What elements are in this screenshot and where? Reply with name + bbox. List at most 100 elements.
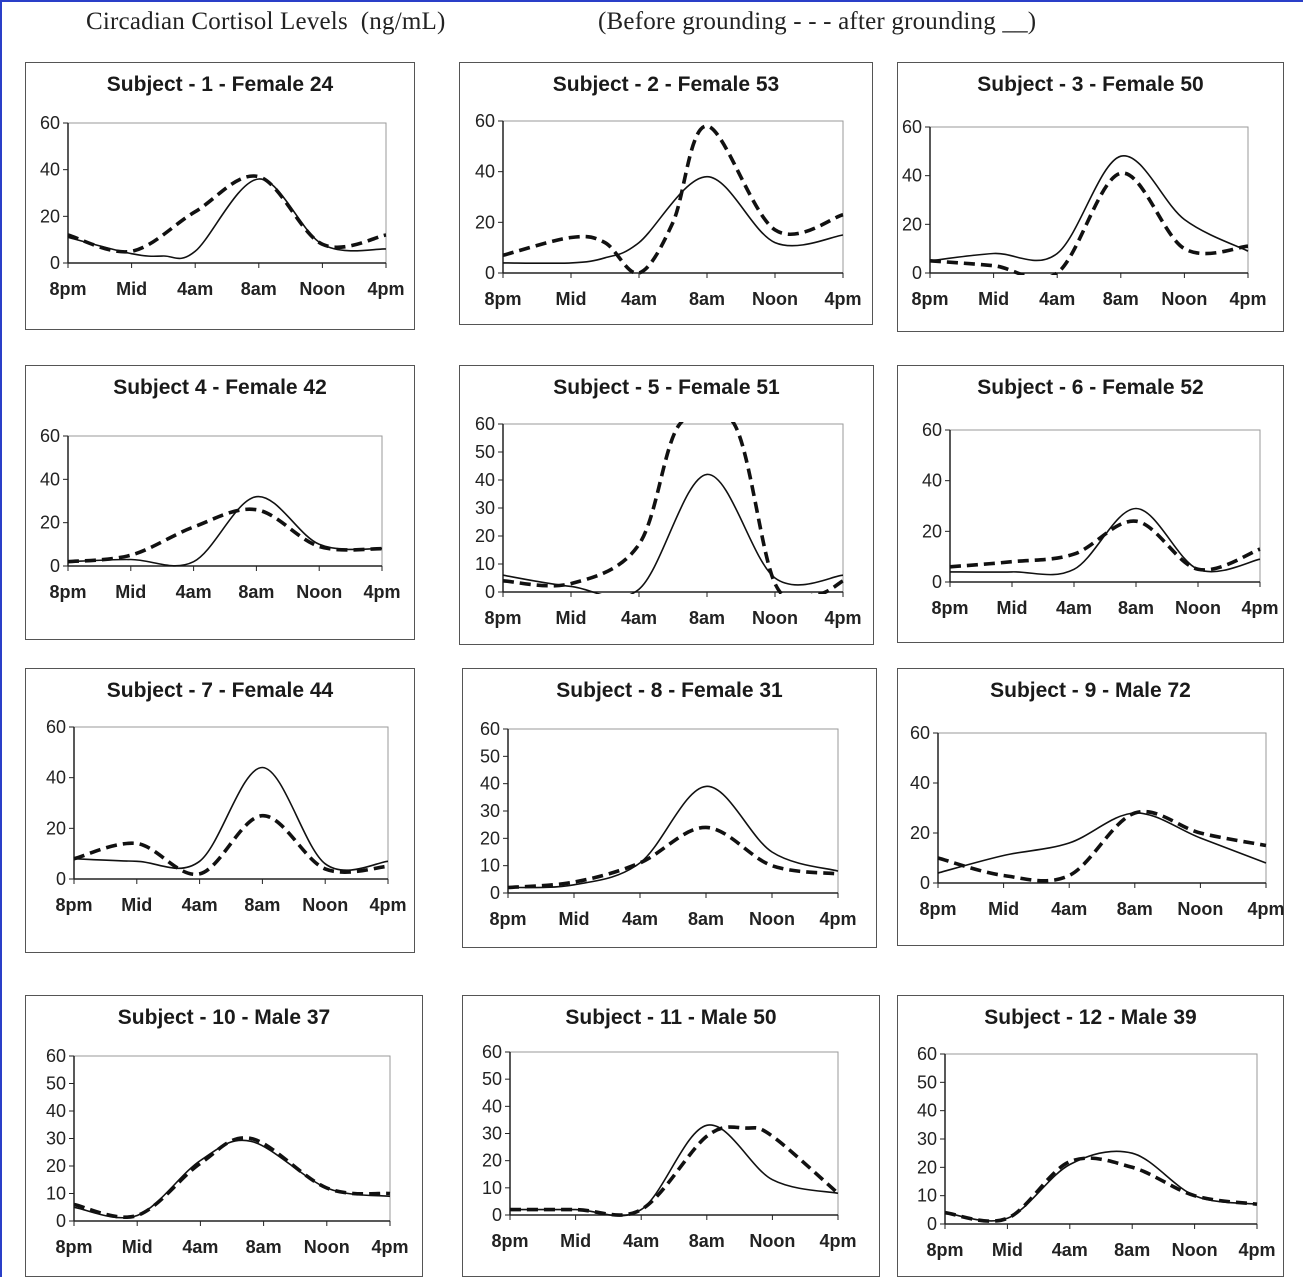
- chart-plot: 0 20 40 60 8pm Mid 4am 8am Noon 4pm: [922, 420, 1279, 618]
- x-tick-label: 4pm: [367, 279, 404, 299]
- chart-plot: 0 10 20 30 40 50 60 8pm Mid 4am 8am Noon 4pm: [46, 1046, 409, 1257]
- series-line-before-grounding: [73, 1136, 391, 1219]
- x-tick-label: 8am: [1118, 598, 1154, 618]
- series-line-after-grounding: [507, 785, 839, 889]
- y-tick-label: 40: [482, 1096, 502, 1116]
- plot-area: [507, 728, 839, 894]
- y-tick-label: 40: [475, 470, 495, 490]
- chart-title: Subject - 6 - Female 52: [977, 376, 1204, 399]
- series-line-before-grounding: [944, 1156, 1258, 1223]
- y-tick-label: 40: [40, 469, 60, 489]
- y-tick-label: 40: [46, 1101, 66, 1121]
- x-tick-label: 4pm: [369, 895, 406, 915]
- y-tick-label: 20: [917, 1157, 937, 1177]
- y-tick-label: 60: [475, 111, 495, 131]
- y-tick-label: 20: [922, 521, 942, 541]
- chart-title: Subject - 10 - Male 37: [117, 1006, 331, 1029]
- x-tick-label: 8pm: [55, 895, 92, 915]
- y-tick-label: 20: [910, 823, 930, 843]
- x-tick-label: 4am: [623, 1231, 659, 1251]
- series-line-after-grounding: [67, 495, 383, 567]
- chart-plot: 0 10 20 30 40 50 60 8pm Mid 4am 8am Noon 4pm: [917, 1044, 1276, 1260]
- series-line-after-grounding: [502, 175, 844, 265]
- y-tick-label: 60: [922, 420, 942, 440]
- x-tick-label: Mid: [560, 1231, 591, 1251]
- chart-panel-subject-7: Subject - 7 - Female 44 0 20 40 60 8pm Mid 4am 8…: [25, 668, 415, 953]
- chart-panel-subject-4: Subject 4 - Female 42 0 20 40 60 8pm Mid 4am 8am…: [25, 365, 415, 640]
- y-tick-label: 30: [46, 1129, 66, 1149]
- y-tick-label: 20: [46, 818, 66, 838]
- x-tick-label: Mid: [988, 899, 1019, 919]
- series-line-before-grounding: [937, 809, 1267, 883]
- series-line-before-grounding: [502, 422, 844, 594]
- plot-area: [73, 726, 389, 880]
- chart-panel-subject-11: Subject - 11 - Male 50 0 10 20 30 40 50 60 8pm Mi…: [462, 995, 880, 1277]
- y-tick-label: 60: [482, 1042, 502, 1062]
- x-tick-label: 4am: [1039, 289, 1075, 309]
- x-tick-label: Noon: [299, 279, 345, 299]
- x-tick-label: 4am: [1051, 899, 1087, 919]
- y-tick-label: 20: [475, 212, 495, 232]
- x-tick-label: 4am: [622, 909, 658, 929]
- chart-panel-subject-5: Subject - 5 - Female 51 0 10 20 30 40 50 60 8pm M…: [459, 365, 874, 645]
- x-tick-label: Mid: [115, 582, 146, 602]
- y-tick-label: 10: [480, 856, 500, 876]
- x-tick-label: 8pm: [931, 598, 968, 618]
- x-tick-label: 4am: [182, 1237, 218, 1257]
- x-tick-label: 8pm: [911, 289, 948, 309]
- y-tick-label: 0: [56, 1211, 66, 1231]
- x-tick-label: 4am: [621, 608, 657, 628]
- x-tick-label: Mid: [556, 289, 587, 309]
- plot-area: [73, 1055, 391, 1222]
- y-tick-label: 50: [475, 442, 495, 462]
- x-tick-label: 4pm: [1247, 899, 1284, 919]
- x-tick-label: 8am: [689, 608, 725, 628]
- x-tick-label: 4pm: [1241, 598, 1278, 618]
- y-tick-label: 40: [910, 773, 930, 793]
- plot-area: [949, 429, 1261, 583]
- x-tick-label: Mid: [559, 909, 590, 929]
- y-tick-label: 20: [902, 214, 922, 234]
- x-tick-label: Noon: [1172, 1240, 1218, 1260]
- x-tick-label: 4am: [176, 582, 212, 602]
- y-tick-label: 60: [46, 717, 66, 737]
- y-tick-label: 0: [927, 1214, 937, 1234]
- series-line-before-grounding: [507, 825, 839, 890]
- series-line-after-grounding: [944, 1150, 1258, 1222]
- chart-title: Subject - 11 - Male 50: [565, 1006, 777, 1029]
- y-tick-label: 0: [50, 556, 60, 576]
- y-tick-label: 0: [912, 263, 922, 283]
- x-tick-label: Noon: [752, 608, 798, 628]
- y-tick-label: 0: [932, 572, 942, 592]
- y-tick-label: 20: [475, 526, 495, 546]
- x-tick-label: 4pm: [371, 1237, 408, 1257]
- x-tick-label: 8pm: [49, 279, 86, 299]
- plot-area: [502, 120, 844, 274]
- x-tick-label: 8pm: [926, 1240, 963, 1260]
- x-tick-label: 4am: [1052, 1240, 1088, 1260]
- page-title: Circadian Cortisol Levels (ng/mL): [86, 8, 446, 35]
- x-tick-label: 8am: [246, 1237, 282, 1257]
- plot-area: [502, 423, 844, 593]
- x-tick-label: Noon: [1175, 598, 1221, 618]
- series-line-before-grounding: [510, 1125, 840, 1217]
- x-tick-label: Mid: [556, 608, 587, 628]
- y-tick-label: 60: [46, 1046, 66, 1066]
- series-line-before-grounding: [67, 507, 383, 564]
- chart-title: Subject - 7 - Female 44: [106, 679, 334, 702]
- series-line-before-grounding: [73, 813, 389, 877]
- legend-note: (Before grounding - - - after grounding …: [598, 8, 1037, 35]
- y-tick-label: 0: [492, 1205, 502, 1225]
- chart-plot: 0 10 20 30 40 50 60 8pm Mid 4am 8am Noon 4pm: [480, 719, 857, 929]
- series-line-before-grounding: [502, 124, 844, 275]
- chart-panel-subject-6: Subject - 6 - Female 52 0 20 40 60 8pm Mid 4am 8…: [897, 365, 1284, 643]
- x-tick-label: Noon: [1161, 289, 1207, 309]
- x-tick-label: Noon: [302, 895, 348, 915]
- chart-title: Subject - 3 - Female 50: [977, 73, 1204, 96]
- y-tick-label: 60: [917, 1044, 937, 1064]
- y-tick-label: 0: [920, 873, 930, 893]
- y-tick-label: 40: [922, 471, 942, 491]
- y-tick-label: 10: [475, 554, 495, 574]
- y-tick-label: 10: [46, 1184, 66, 1204]
- plot-area: [509, 1051, 839, 1216]
